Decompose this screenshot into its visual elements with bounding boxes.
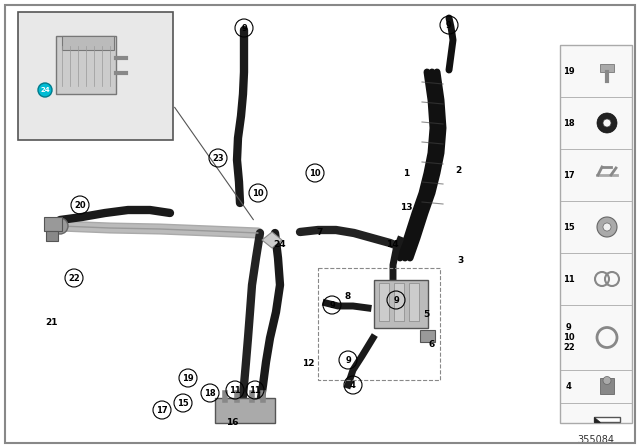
Text: 1: 1 xyxy=(403,168,409,177)
Bar xyxy=(62,36,114,50)
Text: 9: 9 xyxy=(329,301,335,310)
Text: 6: 6 xyxy=(429,340,435,349)
Text: 21: 21 xyxy=(45,318,58,327)
Bar xyxy=(394,283,404,321)
Text: 19: 19 xyxy=(182,374,194,383)
Text: 15: 15 xyxy=(563,223,575,232)
Polygon shape xyxy=(594,417,620,422)
Text: 10: 10 xyxy=(252,189,264,198)
Text: 8: 8 xyxy=(345,292,351,301)
Text: 14: 14 xyxy=(386,240,398,249)
Bar xyxy=(215,398,275,423)
Text: 9
10
22: 9 10 22 xyxy=(563,323,575,353)
Circle shape xyxy=(597,113,617,133)
Circle shape xyxy=(52,218,68,234)
Text: 3: 3 xyxy=(457,255,463,264)
Polygon shape xyxy=(262,232,282,248)
Bar xyxy=(420,330,435,342)
Text: 24: 24 xyxy=(274,240,286,249)
Bar xyxy=(379,283,389,321)
Bar xyxy=(374,280,428,328)
Text: 22: 22 xyxy=(68,273,80,283)
Polygon shape xyxy=(600,64,614,72)
Bar xyxy=(44,217,62,231)
Text: 16: 16 xyxy=(226,418,238,426)
Circle shape xyxy=(603,376,611,384)
Text: 20: 20 xyxy=(74,201,86,210)
Text: 9: 9 xyxy=(393,296,399,305)
Text: 11: 11 xyxy=(229,385,241,395)
Bar xyxy=(560,45,632,423)
Text: 4: 4 xyxy=(350,380,356,389)
Text: 9: 9 xyxy=(345,356,351,365)
Text: 355084: 355084 xyxy=(577,435,614,445)
Bar xyxy=(409,283,419,321)
Text: 9: 9 xyxy=(446,21,452,30)
Bar xyxy=(600,378,614,393)
Text: 5: 5 xyxy=(423,310,429,319)
Text: 18: 18 xyxy=(204,388,216,397)
Bar xyxy=(46,231,58,241)
Text: 9: 9 xyxy=(241,23,247,33)
Circle shape xyxy=(597,217,617,237)
Circle shape xyxy=(38,83,52,97)
Circle shape xyxy=(603,223,611,231)
Text: 10: 10 xyxy=(309,168,321,177)
Text: 4: 4 xyxy=(566,382,572,391)
Text: 24: 24 xyxy=(40,87,50,93)
Circle shape xyxy=(603,119,611,127)
Text: 7: 7 xyxy=(317,228,323,237)
Text: 23: 23 xyxy=(212,154,224,163)
Text: 15: 15 xyxy=(177,399,189,408)
Text: 2: 2 xyxy=(455,165,461,175)
Text: 17: 17 xyxy=(156,405,168,414)
Bar xyxy=(56,36,116,94)
Text: 19: 19 xyxy=(563,66,575,76)
Text: 11: 11 xyxy=(563,275,575,284)
Text: 12: 12 xyxy=(301,358,314,367)
Text: 17: 17 xyxy=(563,171,575,180)
Text: 11: 11 xyxy=(249,385,261,395)
Text: 13: 13 xyxy=(400,202,412,211)
Bar xyxy=(18,12,173,140)
Bar xyxy=(318,268,440,380)
Text: 18: 18 xyxy=(563,119,575,128)
Polygon shape xyxy=(594,417,600,422)
